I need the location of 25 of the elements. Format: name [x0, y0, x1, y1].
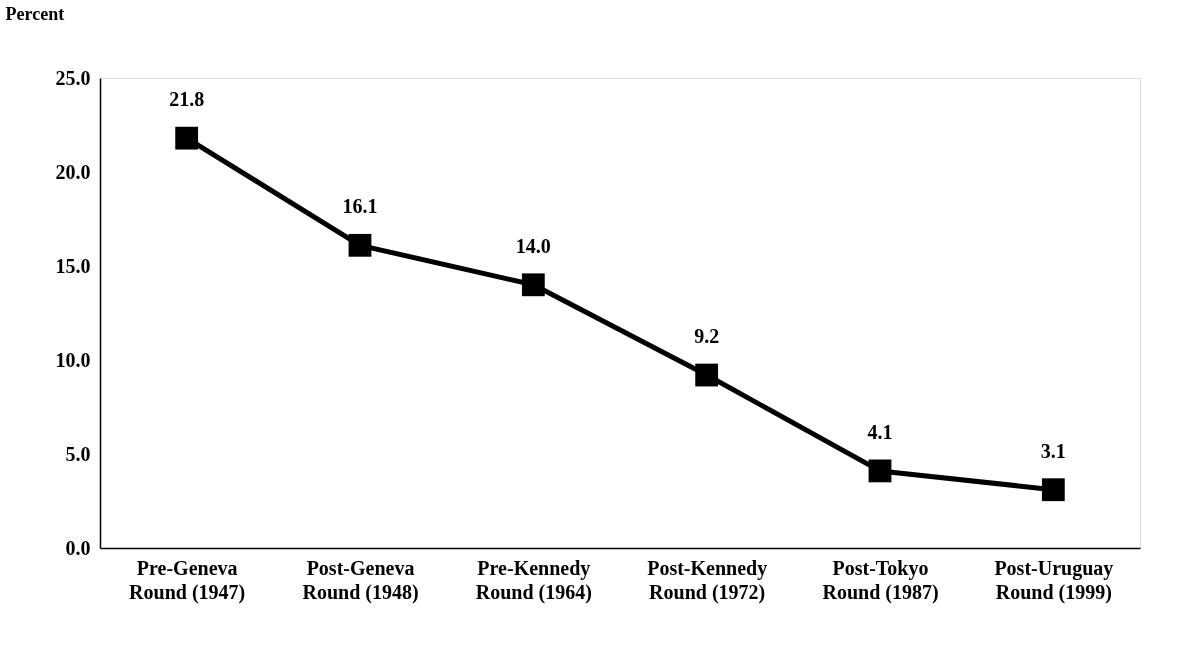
x-tick-label: Pre-Kennedy Round (1964) — [475, 556, 592, 604]
text: 21.8 — [169, 88, 205, 111]
y-tick-label: 5.0 — [65, 442, 91, 465]
x-tick-label: Post-Kennedy Round (1972) — [647, 556, 768, 604]
y-axis-title: Percent — [5, 3, 65, 24]
y-tick-label: 0.0 — [65, 536, 91, 559]
y-tick-label: 15.0 — [55, 254, 91, 277]
x-tick-label: Post-Uruguay Round (1999) — [994, 556, 1114, 604]
point — [695, 363, 719, 387]
x-tick-label: Pre-Geneva Round (1947) — [129, 556, 246, 604]
y-tick-label: 25.0 — [55, 66, 91, 89]
y-tick-label: 10.0 — [55, 348, 91, 371]
text: 9.2 — [694, 325, 720, 348]
y-tick-label: 20.0 — [55, 160, 91, 183]
point — [521, 273, 545, 297]
point — [868, 459, 892, 483]
text: 3.1 — [1040, 439, 1066, 462]
x-tick-label: Post-Geneva Round (1948) — [302, 556, 419, 604]
text: 16.1 — [342, 195, 378, 218]
x-tick-label: Post-Tokyo Round (1987) — [822, 556, 939, 604]
point — [175, 126, 199, 150]
text: 4.1 — [867, 420, 893, 443]
point — [1041, 478, 1065, 502]
point — [348, 233, 372, 257]
text: 14.0 — [515, 234, 551, 257]
